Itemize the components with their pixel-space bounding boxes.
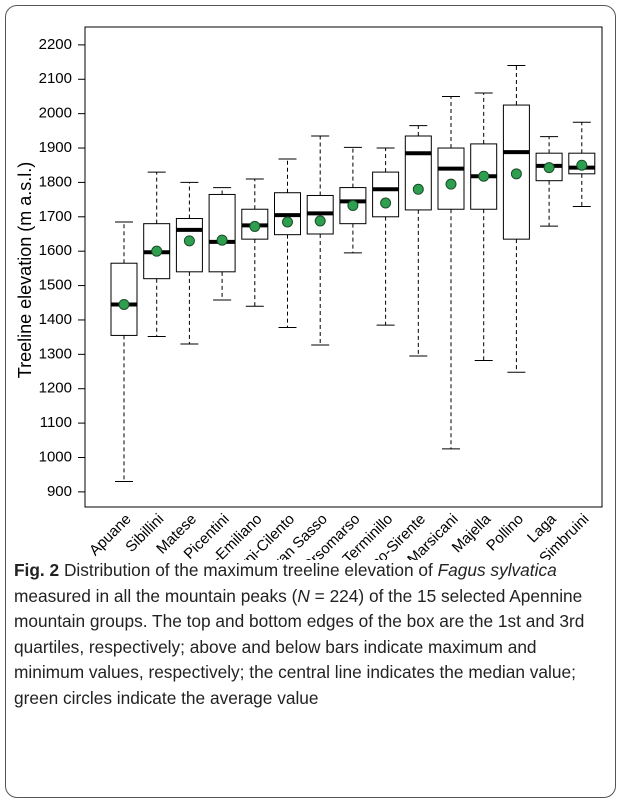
mean-marker <box>445 178 457 190</box>
chart: Treeline elevation (m a.s.l.) 900 1000 110… <box>15 26 603 560</box>
mean-marker <box>183 235 195 247</box>
y-tick-label: 1100 <box>40 414 72 431</box>
box <box>372 171 400 218</box>
y-tick-label: 1700 <box>39 208 72 225</box>
y-tick-label: 2000 <box>39 105 72 122</box>
mean-marker <box>216 234 228 246</box>
mean-marker <box>347 199 359 211</box>
caption-text: N <box>297 585 310 606</box>
y-tick-label: 2200 <box>39 36 72 53</box>
x-tick-label: Apuane <box>86 511 135 560</box>
box <box>437 147 465 210</box>
caption-text: Fagus sylvatica <box>437 560 557 580</box>
mean-marker <box>576 159 588 171</box>
figure-frame <box>5 5 616 798</box>
caption-text: Distribution of the maximum treeline ele… <box>63 560 438 580</box>
caption-text: = 224) of the 15 selected Apennine mount… <box>14 585 585 708</box>
y-tick-label: 1600 <box>39 242 72 259</box>
y-tick-label: 1900 <box>39 139 72 156</box>
y-tick-label: 1300 <box>39 345 72 362</box>
mean-marker <box>151 245 163 257</box>
mean-marker <box>118 298 130 310</box>
y-tick-label: 1800 <box>39 173 72 190</box>
mean-marker <box>543 162 555 174</box>
mean-marker <box>282 216 293 228</box>
x-tick-label: Pollino <box>483 511 527 555</box>
caption-label: Fig. 2 <box>14 560 60 580</box>
mean-marker <box>249 220 261 232</box>
mean-marker <box>478 170 490 182</box>
box <box>208 193 236 273</box>
mean-marker <box>380 197 392 209</box>
y-tick-label: 900 <box>47 483 72 500</box>
y-axis-label: Treeline elevation (m a.s.l.) <box>15 162 35 378</box>
y-tick-label: 1000 <box>39 448 72 465</box>
plot-frame <box>84 26 603 508</box>
y-tick-label: 1400 <box>39 311 72 328</box>
y-tick-label: 1500 <box>39 277 72 294</box>
mean-marker <box>412 183 424 195</box>
y-tick-label: 1200 <box>39 380 72 397</box>
caption-text: measured in all the mountain peaks ( <box>14 585 298 606</box>
mean-marker <box>314 215 326 227</box>
caption: Fig. 2 Distribution of the maximum treel… <box>14 558 610 711</box>
y-tick-label: 2100 <box>39 70 72 87</box>
box <box>404 135 432 211</box>
mean-marker <box>510 168 522 180</box>
